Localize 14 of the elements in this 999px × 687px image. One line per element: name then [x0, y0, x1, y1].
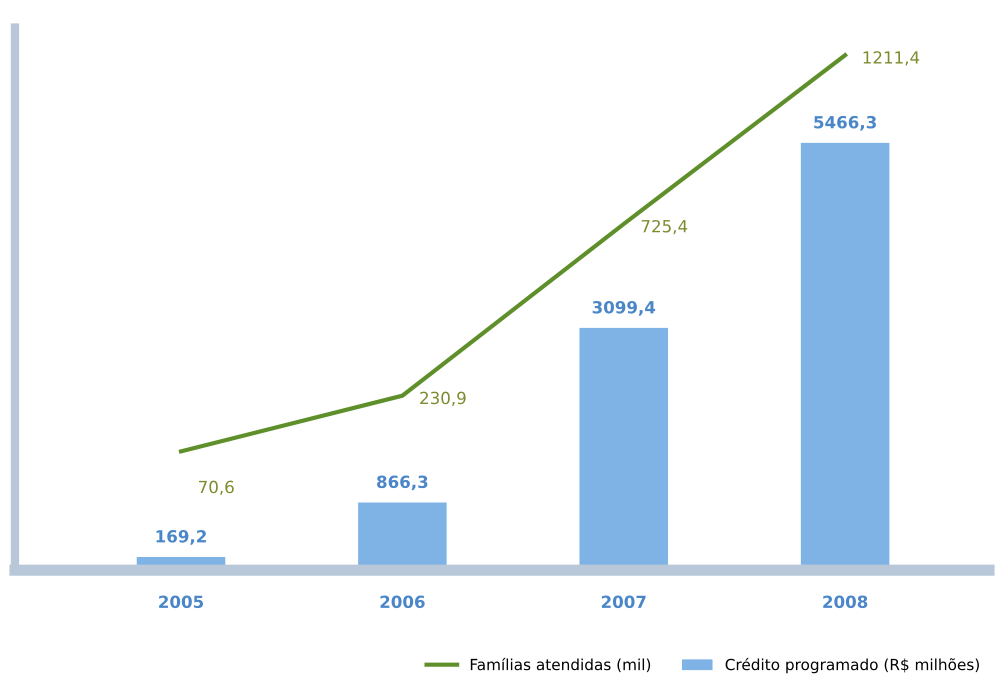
- x-tick-label: 2007: [602, 596, 646, 608]
- x-tick-label: 2008: [823, 596, 868, 608]
- x-tick-label: 2005: [159, 596, 204, 608]
- legend-label: Crédito programado (R$ milhões): [726, 658, 979, 674]
- data-label: 1211,4: [864, 51, 920, 66]
- data-label: 866,3: [377, 476, 428, 490]
- data-label: 3099,4: [592, 300, 656, 316]
- x-tick-label: 2006: [380, 596, 425, 608]
- data-label: 169,2: [156, 530, 206, 545]
- data-label: 230,9: [420, 392, 466, 406]
- data-label: 725,4: [642, 220, 688, 234]
- data-label: 5466,3: [814, 116, 876, 131]
- data-label: 70,6: [199, 480, 234, 495]
- legend-label: Famílias atendidas (mil): [470, 658, 650, 672]
